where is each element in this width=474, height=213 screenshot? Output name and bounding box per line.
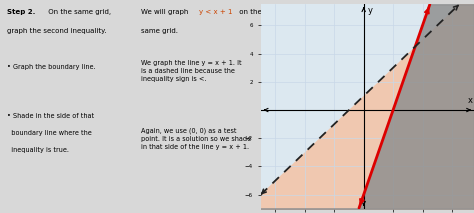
Text: same grid.: same grid. xyxy=(141,28,178,34)
Text: graph the second inequality.: graph the second inequality. xyxy=(7,28,106,34)
Text: on the: on the xyxy=(237,9,262,14)
Text: x: x xyxy=(467,96,473,105)
Text: • Graph the boundary line.: • Graph the boundary line. xyxy=(7,64,95,70)
Text: • Shade in the side of that: • Shade in the side of that xyxy=(7,113,94,119)
Text: y: y xyxy=(367,6,373,15)
Text: On the same grid,: On the same grid, xyxy=(46,9,111,14)
Text: Step 2.: Step 2. xyxy=(7,9,35,14)
Text: inequality is true.: inequality is true. xyxy=(7,147,69,153)
Text: We graph the line y = x + 1. It
is a dashed line because the
inequality sign is : We graph the line y = x + 1. It is a das… xyxy=(141,60,242,82)
Text: boundary line where the: boundary line where the xyxy=(7,130,91,136)
Text: y < x + 1: y < x + 1 xyxy=(199,9,233,14)
Text: Again, we use (0, 0) as a test
point. It is a solution so we shade
in that side : Again, we use (0, 0) as a test point. It… xyxy=(141,128,252,150)
Text: We will graph: We will graph xyxy=(141,9,191,14)
